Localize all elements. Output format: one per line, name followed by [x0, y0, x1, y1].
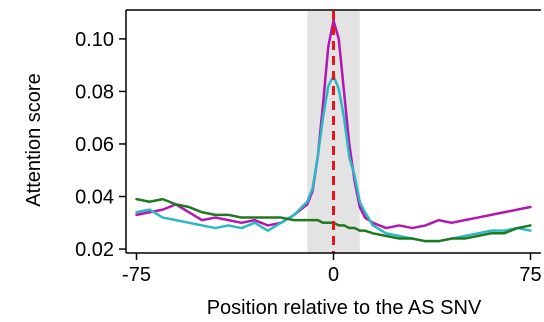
x-axis-label: Position relative to the AS SNV: [207, 297, 482, 319]
series-layer: [135, 19, 532, 243]
x-tick-label: -75: [122, 264, 151, 286]
series-line-3: [135, 197, 532, 243]
y-tick-label: 0.04: [75, 187, 114, 209]
y-tick-label: 0.10: [75, 29, 114, 51]
y-axis-label: Attention score: [23, 73, 45, 206]
x-tick-label: 0: [328, 264, 339, 286]
tick-label-layer: 0.02 0.04 0.06 0.08 0.10 -75 0 75: [75, 29, 542, 286]
y-tick-label: 0.02: [75, 239, 114, 261]
y-tick-label: 0.08: [75, 81, 114, 103]
x-tick-label: 75: [519, 264, 541, 286]
y-tick-label: 0.06: [75, 134, 114, 156]
series-line-1: [135, 19, 532, 230]
